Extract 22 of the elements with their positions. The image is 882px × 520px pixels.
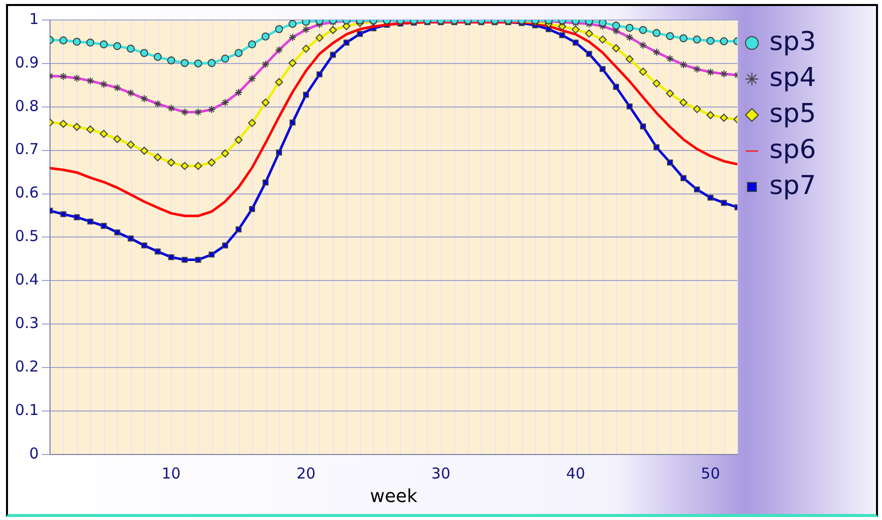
legend-label: sp4 — [769, 62, 816, 93]
y-tick-label: 1 — [29, 10, 39, 28]
legend-label: sp3 — [769, 26, 816, 57]
y-tick-label: 0.2 — [14, 357, 39, 376]
y-tick-label: 0.8 — [14, 96, 39, 115]
y-tick-label: 0.6 — [14, 184, 39, 202]
x-tick-label: 20 — [296, 464, 316, 482]
y-tick-label: 0.3 — [14, 314, 39, 332]
legend-label: sp5 — [769, 98, 816, 129]
y-tick-label: 0.4 — [14, 270, 39, 289]
y-tick-label: 0.7 — [14, 140, 39, 158]
y-tick-label: 0.5 — [14, 227, 39, 246]
legend-label: sp7 — [769, 170, 816, 201]
y-tick-label: 0.1 — [14, 400, 39, 419]
y-tick-label: 0 — [29, 444, 39, 462]
legend-label: sp6 — [769, 134, 816, 165]
x-tick-label: 10 — [162, 464, 181, 482]
x-axis-title: week — [370, 486, 418, 507]
x-tick-label: 50 — [700, 464, 720, 482]
x-tick-label: 30 — [431, 464, 450, 482]
y-tick-label: 0.9 — [14, 53, 39, 72]
x-tick-label: 40 — [566, 464, 586, 482]
